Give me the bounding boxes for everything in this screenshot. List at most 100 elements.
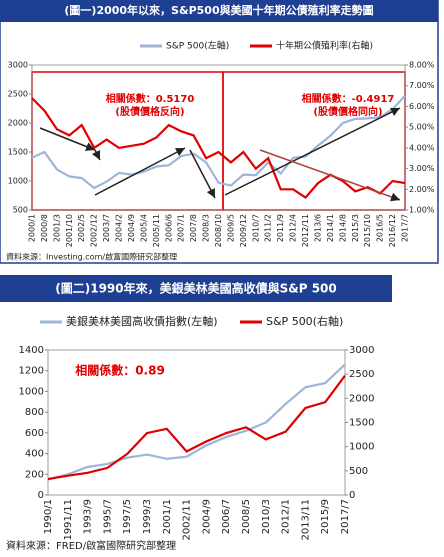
x-tick-label: 2006/7 [221,499,232,534]
legend-label: S&P 500(左軸) [166,40,229,52]
y-tick-label: 500 [13,206,28,215]
source-note: 資料來源：Investing.com/啟富國際研究部整理 [6,252,177,262]
x-tick-label: 2002/12 [90,214,99,247]
y-tick-label: 2000 [8,119,28,128]
y-tick-label: 2500 [8,90,28,99]
x-tick-label: 2012/1 [281,499,292,534]
x-tick-label: 2015/10 [363,214,372,247]
x-tick-label: 1993/9 [83,499,94,534]
highlight-box [31,71,224,211]
x-tick-label: 2014/8 [338,214,347,242]
annotation: (股債價格反向) [115,105,184,118]
y2-tick-label: 3.00% [409,164,435,173]
y-tick-label: 0 [38,490,44,501]
x-tick-label: 2000/1 [28,214,37,242]
y2-tick-label: 2000 [349,393,374,404]
legend-label: 美銀美林美國高收債指數(左軸) [66,314,218,328]
header-bar [0,275,392,302]
x-tick-label: 2008/3 [202,214,211,242]
header-bar [0,0,438,22]
y-tick-label: 400 [25,449,44,460]
y2-tick-label: 3000 [349,345,374,356]
x-tick-label: 2001/1 [162,499,173,534]
x-tick-label: 2016/12 [388,214,397,247]
series-line [47,363,346,481]
x-tick-label: 1997/5 [122,499,133,534]
y2-tick-label: 2500 [349,369,374,380]
x-tick-label: 2011/2 [264,214,273,242]
legend-label: 十年期公債殖利率(右軸) [276,40,373,52]
annotation: 相關係數：0.89 [75,363,165,378]
x-tick-label: 2015/9 [320,499,331,534]
x-tick-label: 2011/9 [276,214,285,242]
trend-arrow [94,147,186,196]
y2-tick-label: 0 [349,490,355,501]
x-tick-label: 2004/9 [201,499,212,534]
x-tick-label: 1991/11 [63,499,74,541]
y-tick-label: 1000 [8,177,28,186]
y-tick-label: 200 [25,469,44,480]
trend-arrow [189,149,216,199]
x-tick-label: 2016/5 [376,214,385,242]
x-tick-label: 1995/7 [102,499,113,534]
y2-tick-label: 8.00% [409,61,435,70]
y-tick-label: 1400 [19,345,44,356]
y-tick-label: 3000 [8,61,28,70]
series-line [31,94,406,190]
chart-title: (圖一)2000年以來，S&P500與美國十年期公債殖利率走勢圖 [64,3,373,17]
y2-tick-label: 4.00% [409,143,435,152]
x-tick-label: 2015/3 [351,214,360,242]
x-tick-label: 2000/8 [40,214,49,242]
x-tick-label: 2009/12 [239,214,248,247]
x-tick-label: 2017/7 [401,214,410,242]
series-line [47,374,346,481]
x-tick-label: 2002/11 [182,499,193,541]
x-tick-label: 2006/6 [164,214,173,242]
y-tick-label: 1000 [19,386,44,397]
y2-tick-label: 2.00% [409,185,435,194]
x-tick-label: 2004/9 [127,214,136,242]
x-tick-label: 2001/10 [65,214,74,247]
x-tick-label: 2008/5 [241,499,252,534]
x-tick-label: 2017/7 [340,499,351,534]
x-tick-label: 2004/2 [115,214,124,242]
y-tick-label: 1500 [8,148,28,157]
y2-tick-label: 1500 [349,418,374,429]
panel-frame [0,0,439,264]
x-tick-label: 2003/7 [102,214,111,242]
x-tick-label: 2002/5 [77,214,86,242]
annotation: 相關係數：-0.4917 [302,92,395,105]
x-tick-label: 2007/1 [177,214,186,242]
x-tick-label: 1999/3 [142,499,153,534]
x-tick-label: 2008/10 [214,214,223,247]
x-tick-label: 2013/6 [313,214,322,242]
x-tick-label: 2010/3 [261,499,272,534]
x-tick-label: 2013/11 [300,499,311,541]
y2-tick-label: 6.00% [409,102,435,111]
y2-tick-label: 500 [349,466,368,477]
trend-arrow [39,127,96,151]
x-tick-label: 2014/1 [326,214,335,242]
source-note: 資料來源：FRED/啟富國際研究部整理 [6,539,176,552]
y-tick-label: 1200 [19,366,44,377]
legend-label: S&P 500(右軸) [266,314,343,328]
x-tick-label: 2012/4 [289,214,298,242]
y-tick-label: 800 [25,407,44,418]
x-tick-label: 2005/4 [139,214,148,242]
x-tick-label: 2007/8 [189,214,198,242]
x-tick-label: 2012/11 [301,214,310,247]
y2-tick-label: 5.00% [409,123,435,132]
y-tick-label: 600 [25,428,44,439]
trend-arrow [91,149,101,161]
trend-arrow [224,107,401,196]
x-tick-label: 2001/3 [52,214,61,242]
x-tick-label: 2009/5 [226,214,235,242]
x-tick-label: 2005/11 [152,214,161,247]
chart-title: (圖二)1990年來，美銀美林美國高收債與S&P 500 [55,281,337,296]
y2-tick-label: 7.00% [409,81,435,90]
x-tick-label: 2010/7 [251,214,260,242]
annotation: 相關係數：0.5170 [106,92,195,105]
trend-arrow [259,149,401,202]
y2-tick-label: 1.00% [409,206,435,215]
